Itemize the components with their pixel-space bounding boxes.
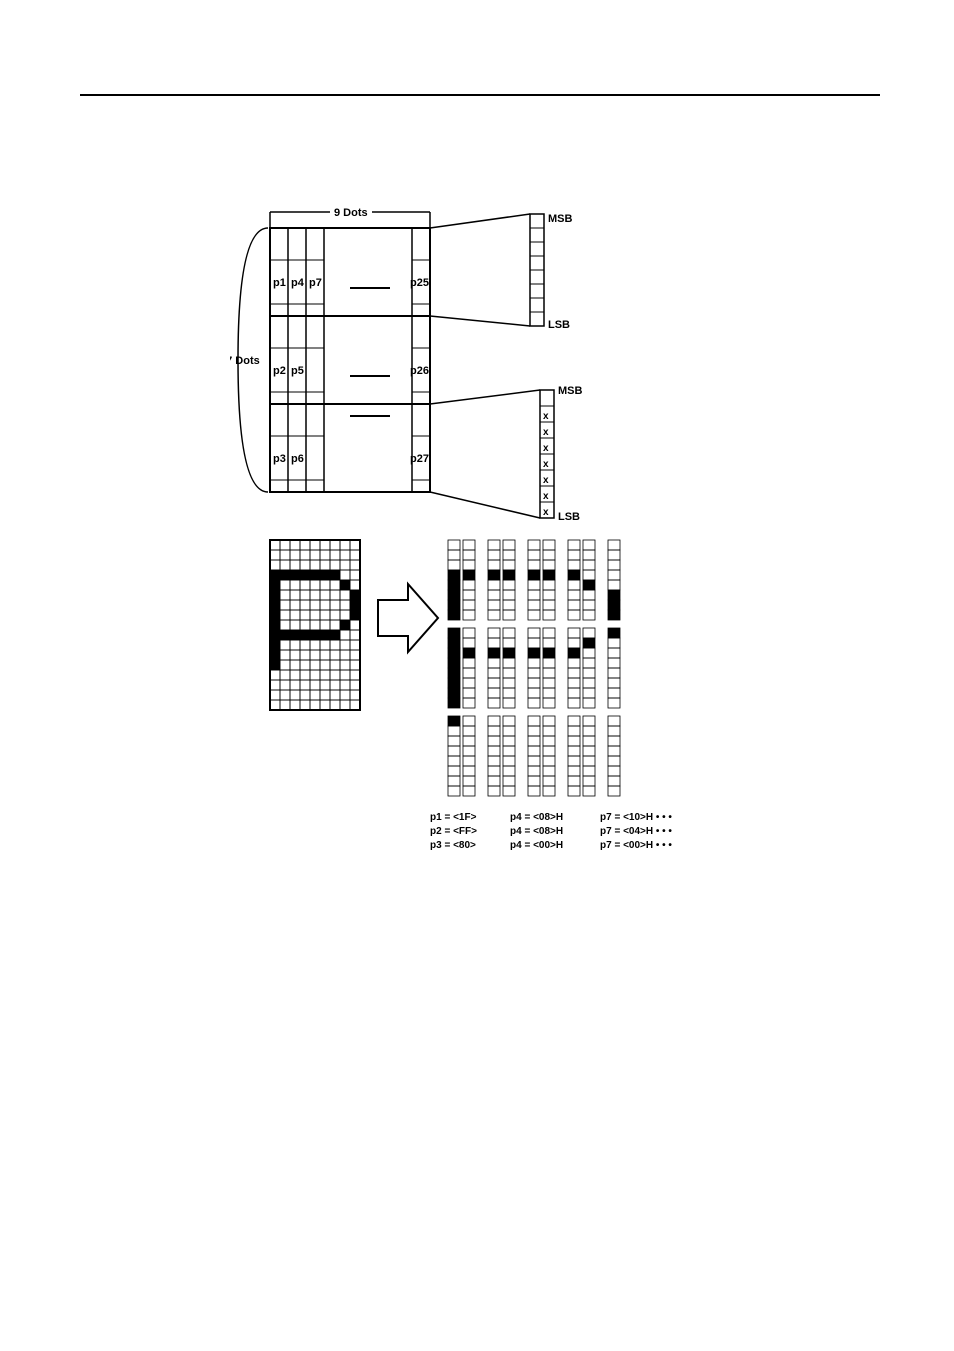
- svg-text:x: x: [543, 475, 549, 486]
- hex-r2c3: p7 = <04>H • • •: [600, 826, 672, 837]
- hex-table: p1 = <1F> p4 = <08>H p7 = <10>H • • • p2…: [430, 812, 672, 851]
- hex-r1c1: p1 = <1F>: [430, 812, 477, 823]
- p7-label: p7: [309, 277, 322, 289]
- svg-text:x: x: [543, 491, 549, 502]
- top-label-text: 9 Dots: [334, 207, 368, 219]
- p25-label: p25: [410, 277, 429, 289]
- p3-label: p3: [273, 453, 286, 465]
- diagram-svg: 9 Dots p1 p4 p7 p2: [230, 200, 750, 860]
- left-dots-label: 17 Dots: [230, 228, 268, 492]
- p4-label: p4: [291, 277, 305, 289]
- svg-text:x: x: [543, 411, 549, 422]
- lsb2-text: LSB: [558, 511, 580, 523]
- msb2-text: MSB: [558, 385, 583, 397]
- msb1-text: MSB: [548, 213, 573, 225]
- svg-text:x: x: [543, 427, 549, 438]
- hex-r3c3: p7 = <00>H • • •: [600, 840, 672, 851]
- main-byte-grid: p1 p4 p7 p2 p5 p3 p6 p25 p26 p27: [270, 228, 430, 492]
- hex-r2c1: p2 = <FF>: [430, 826, 477, 837]
- msb-lsb-group-1: MSB LSB: [430, 213, 573, 331]
- svg-text:x: x: [543, 507, 549, 518]
- p2-label: p2: [273, 365, 286, 377]
- p26-label: p26: [410, 365, 429, 377]
- p27-label: p27: [410, 453, 429, 465]
- p6-label: p6: [291, 453, 304, 465]
- page-rule: [80, 94, 880, 96]
- left-label-text: 17 Dots: [230, 355, 260, 367]
- hex-r1c3: p7 = <10>H • • •: [600, 812, 672, 823]
- hex-r1c2: p4 = <08>H: [510, 812, 563, 823]
- svg-text:x: x: [543, 443, 549, 454]
- bitmap-p: [270, 540, 360, 710]
- hex-r2c2: p4 = <08>H: [510, 826, 563, 837]
- msb-lsb-group-2: MSB LSB xxxxxxx: [430, 385, 583, 523]
- svg-text:x: x: [543, 459, 549, 470]
- top-dots-label: 9 Dots: [270, 207, 430, 228]
- p1-label: p1: [273, 277, 286, 289]
- hex-r3c2: p4 = <00>H: [510, 840, 563, 851]
- arrow-icon: [378, 584, 438, 652]
- col-bytes: [448, 540, 620, 796]
- p5-label: p5: [291, 365, 304, 377]
- diagram-container: 9 Dots p1 p4 p7 p2: [230, 200, 750, 860]
- lsb1-text: LSB: [548, 319, 570, 331]
- hex-r3c1: p3 = <80>: [430, 840, 476, 851]
